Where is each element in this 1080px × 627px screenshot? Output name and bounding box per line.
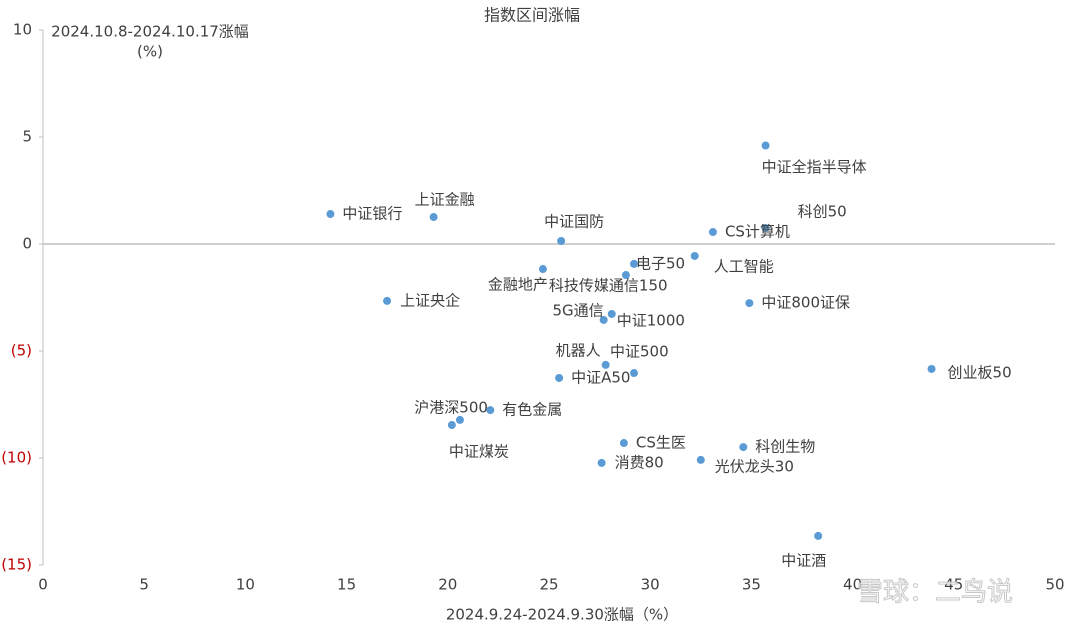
point <box>761 223 770 232</box>
point <box>927 364 936 373</box>
point-label: 上证央企 <box>400 291 460 309</box>
point-label: 科创50 <box>798 202 847 220</box>
watermark: 雪球：二鸟说 <box>857 578 1013 608</box>
y-tick-label: (15) <box>1 556 32 574</box>
x-tick-label: 15 <box>337 576 356 594</box>
point <box>690 251 699 260</box>
point-label: 中证银行 <box>342 205 402 223</box>
point <box>429 213 438 222</box>
x-tick-label: 10 <box>236 576 255 594</box>
y-tick-label: 10 <box>13 21 32 39</box>
point <box>745 299 754 308</box>
point <box>621 271 630 280</box>
y-tick-label: (10) <box>1 449 32 467</box>
x-axis-label: 2024.9.24-2024.9.30涨幅（%） <box>446 606 678 624</box>
point <box>739 443 748 452</box>
point-label: 中证800证保 <box>761 294 850 312</box>
y-axis-label: 2024.10.8-2024.10.17涨幅 <box>51 23 249 41</box>
x-tick-label: 50 <box>1045 576 1064 594</box>
point <box>555 373 564 382</box>
point-label: 中证A50 <box>571 368 630 386</box>
x-tick-label: 5 <box>139 576 149 594</box>
x-tick-label: 25 <box>539 576 558 594</box>
y-tick-label: 5 <box>22 128 32 146</box>
point <box>619 439 628 448</box>
x-tick-label: 20 <box>438 576 457 594</box>
y-tick-label: 0 <box>22 235 32 253</box>
point-label: 中证酒 <box>781 551 826 569</box>
point <box>447 421 456 430</box>
y-tick-label: (5) <box>11 342 32 360</box>
point-label: 沪港深500 <box>414 398 488 416</box>
point-label: 中证国防 <box>544 213 604 231</box>
point-label: 机器人 <box>556 341 601 359</box>
point <box>601 360 610 369</box>
point-label: 金融地产 <box>488 276 548 294</box>
x-tick-label: 30 <box>641 576 660 594</box>
x-tick-label: 40 <box>843 576 862 594</box>
point-label: 科创生物 <box>755 438 815 456</box>
point-label: CS生医 <box>636 434 686 452</box>
point-label: 电子50 <box>636 254 685 272</box>
point <box>607 309 616 318</box>
point-label: 中证煤炭 <box>449 443 509 461</box>
point-label: 中证全指半导体 <box>762 158 867 176</box>
point <box>557 237 566 246</box>
point-label: 5G通信 <box>552 301 603 319</box>
x-tick-label: 35 <box>742 576 761 594</box>
point-label: 有色金属 <box>502 401 562 419</box>
point-label: 创业板50 <box>948 363 1012 381</box>
point <box>696 455 705 464</box>
point <box>486 406 495 415</box>
point-label: CS计算机 <box>725 223 790 241</box>
point <box>630 369 639 378</box>
x-tick-label: 45 <box>944 576 963 594</box>
y-axis-label: (%) <box>137 43 163 61</box>
point-label: 光伏龙头30 <box>715 457 794 475</box>
point <box>326 210 335 219</box>
x-tick-label: 0 <box>38 576 48 594</box>
point <box>708 228 717 237</box>
point <box>761 141 770 150</box>
point-label: 中证1000 <box>617 311 685 329</box>
point-label: 人工智能 <box>714 257 774 275</box>
point <box>383 296 392 305</box>
point <box>814 531 823 540</box>
point <box>538 265 547 274</box>
point-label: 中证500 <box>610 343 669 361</box>
chart-title: 指数区间涨幅 <box>484 6 580 25</box>
point-label: 上证金融 <box>415 191 475 209</box>
point <box>630 259 639 268</box>
point <box>599 315 608 324</box>
point <box>597 458 606 467</box>
point-label: 科技传媒通信150 <box>549 277 668 295</box>
point-label: 消费80 <box>615 453 664 471</box>
point <box>455 415 464 424</box>
